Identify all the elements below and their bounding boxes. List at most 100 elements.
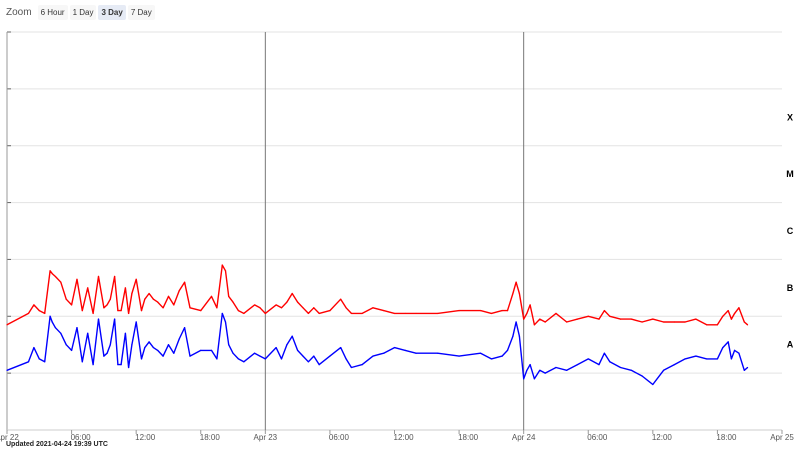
data-point [515,281,517,283]
data-point [97,318,100,320]
data-point [619,318,622,320]
data-point [555,312,557,315]
data-point [372,355,374,357]
class-label-a: A [787,340,794,350]
data-point [526,369,528,371]
zoom-1day-button[interactable]: 1 Day [69,4,97,20]
data-point [237,358,240,360]
data-point [210,349,213,351]
data-point [264,358,266,360]
data-point [743,369,745,371]
data-point [415,352,417,354]
data-point [178,290,180,292]
data-point [124,287,127,289]
data-point [103,355,105,357]
data-point [512,292,514,295]
class-label-b: B [787,283,794,293]
data-point [307,361,309,363]
data-point [200,349,202,351]
data-point [167,344,170,346]
data-point [280,307,283,309]
data-point [297,349,299,351]
data-point [33,304,35,306]
data-point [221,312,223,315]
data-point [727,310,729,312]
data-point [318,312,320,315]
data-point [131,344,133,346]
data-point [128,312,130,315]
data-point [87,332,89,334]
data-point [33,346,35,349]
series-line-1 [6,312,749,386]
zoom-6hour-button[interactable]: 6 Hour [37,4,68,20]
data-point [173,304,175,306]
data-point [38,310,40,312]
data-point [128,366,130,369]
data-point [189,307,191,309]
data-point [157,301,159,303]
data-point [706,324,708,326]
data-point [340,298,342,300]
data-point [167,295,170,297]
zoom-label: Zoom [6,6,32,18]
data-point [662,321,665,323]
data-point [501,355,503,357]
x-tick-label: Apr 23 [254,433,278,442]
data-point [148,341,150,343]
data-point [716,324,719,326]
class-label-m: M [786,169,794,179]
data-point [60,281,62,283]
data-point [135,278,137,280]
data-point [307,312,309,315]
data-point [652,318,654,320]
data-point [533,324,536,326]
data-point [232,301,234,303]
data-point [81,310,83,312]
data-point [544,372,546,374]
data-point [746,324,749,326]
data-point [743,321,745,323]
data-point [458,310,460,312]
data-point [730,358,733,360]
data-point [372,307,374,309]
data-point [228,295,230,297]
data-point [383,310,385,312]
data-point [404,312,406,315]
data-point [302,355,304,357]
data-point [738,307,740,309]
label-group: Apr 22 06:00 12:00 18:00 Apr 23 06:00 12:00 18:… [0,112,794,442]
data-point [87,287,89,289]
data-point [243,312,245,315]
data-point [598,318,600,320]
data-point [738,352,740,354]
data-point [103,307,105,309]
data-point [54,275,57,278]
data-point [609,361,611,363]
data-point [27,361,30,363]
x-tick-label: 12:00 [652,433,673,442]
data-point [393,346,396,349]
data-point [135,321,137,323]
data-point [539,318,541,320]
data-point [152,298,154,300]
data-point [228,344,230,346]
data-point [157,349,159,351]
data-point [144,346,146,349]
data-point [576,364,579,366]
data-point [526,312,528,315]
data-point [275,346,277,349]
data-point [140,310,143,312]
data-point [92,312,94,315]
data-point [722,346,724,349]
data-point [555,366,557,369]
zoom-3day-button[interactable]: 3 Day [98,4,126,20]
data-point [318,364,320,366]
data-point [603,310,605,312]
x-tick-label: Apr 24 [512,433,536,442]
data-point [54,327,57,329]
data-point [641,375,643,377]
data-point [173,352,175,354]
data-point [518,335,520,337]
zoom-7day-button[interactable]: 7 Day [127,4,155,20]
